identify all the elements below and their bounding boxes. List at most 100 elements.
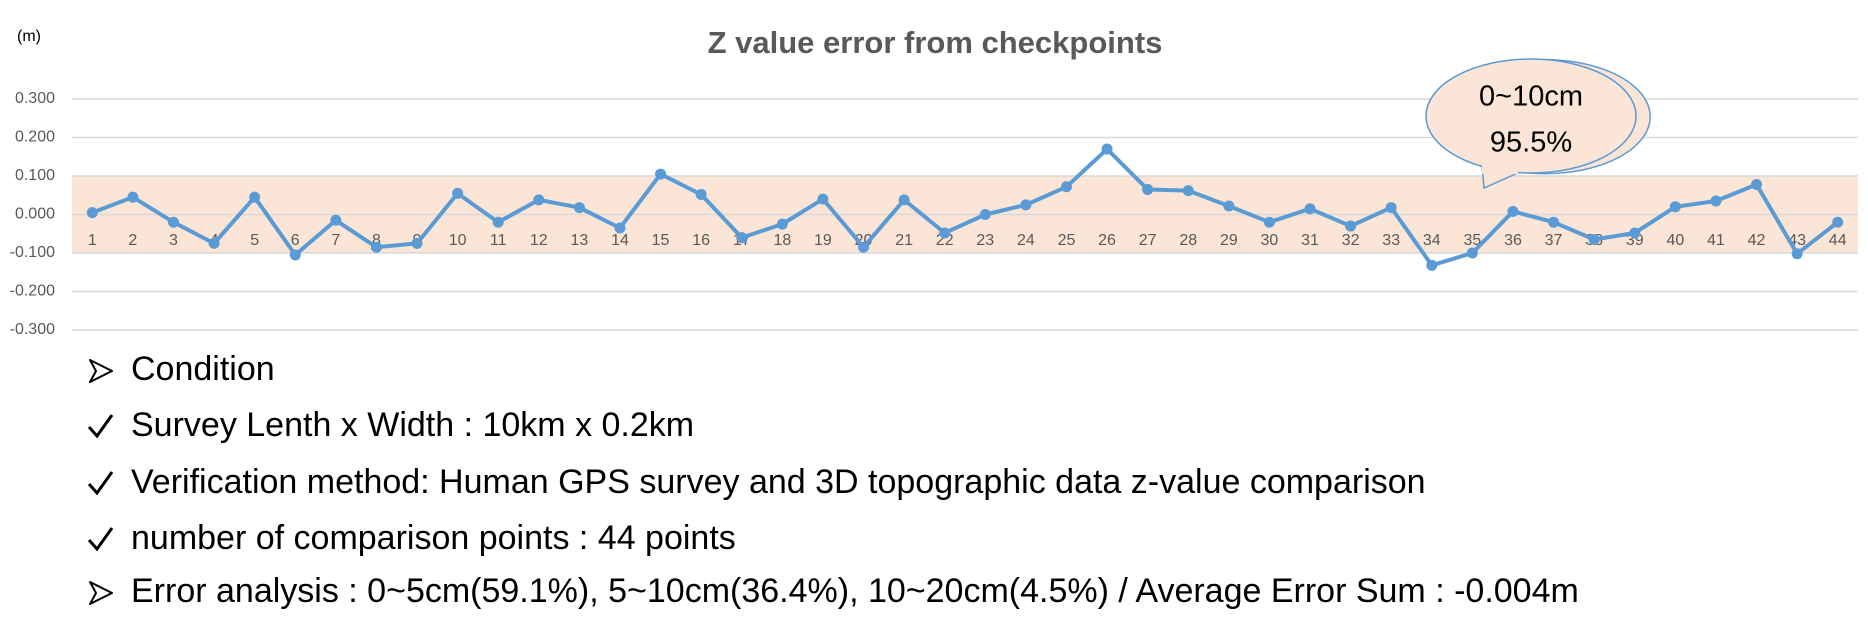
data-point bbox=[1345, 220, 1357, 232]
data-point bbox=[1142, 183, 1154, 195]
x-tick-label: 16 bbox=[692, 232, 710, 249]
y-tick-label: 0.200 bbox=[15, 129, 55, 146]
x-tick-label: 26 bbox=[1098, 232, 1116, 249]
data-point bbox=[86, 207, 98, 219]
data-point bbox=[1020, 199, 1032, 211]
data-point bbox=[1304, 203, 1316, 215]
data-point bbox=[411, 237, 423, 249]
note-text: number of comparison points : 44 points bbox=[131, 519, 736, 557]
data-point bbox=[1669, 201, 1681, 213]
x-tick-label: 21 bbox=[895, 232, 913, 249]
x-tick-label: 34 bbox=[1423, 232, 1441, 249]
data-point bbox=[736, 232, 748, 244]
data-point bbox=[1223, 200, 1235, 212]
x-tick-label: 1 bbox=[88, 232, 97, 249]
data-point bbox=[655, 168, 667, 180]
x-tick-label: 14 bbox=[611, 232, 629, 249]
x-tick-label: 11 bbox=[490, 232, 507, 249]
note-text: Error analysis : 0~5cm(59.1%), 5~10cm(36… bbox=[131, 572, 1579, 610]
data-point bbox=[1588, 234, 1600, 246]
x-tick-label: 5 bbox=[250, 232, 259, 249]
data-point bbox=[695, 188, 707, 200]
data-point bbox=[939, 227, 951, 239]
data-point bbox=[127, 191, 139, 203]
data-point bbox=[614, 222, 626, 234]
bullet-arrow bbox=[89, 581, 113, 605]
x-tick-label: 36 bbox=[1504, 232, 1522, 249]
x-tick-label: 15 bbox=[652, 232, 670, 249]
x-tick-label: 22 bbox=[936, 232, 954, 249]
data-point bbox=[1548, 216, 1560, 228]
x-tick-label: 18 bbox=[773, 232, 791, 249]
data-point bbox=[452, 187, 464, 199]
x-tick-label: 7 bbox=[331, 232, 340, 249]
data-point bbox=[898, 194, 910, 206]
x-tick-label: 6 bbox=[291, 232, 300, 249]
x-tick-label: 37 bbox=[1545, 232, 1563, 249]
note-text: Survey Lenth x Width : 10km x 0.2km bbox=[131, 406, 694, 444]
bullet-check bbox=[87, 414, 114, 439]
data-point bbox=[776, 218, 788, 230]
bullet-check bbox=[87, 527, 114, 552]
y-tick-label: 0.100 bbox=[15, 167, 55, 184]
data-point bbox=[1791, 248, 1803, 260]
data-point bbox=[167, 216, 179, 228]
x-tick-label: 44 bbox=[1829, 232, 1847, 249]
x-tick-label: 32 bbox=[1342, 232, 1360, 249]
x-tick-label: 40 bbox=[1666, 232, 1684, 249]
data-point bbox=[1751, 178, 1763, 190]
x-tick-label: 29 bbox=[1220, 232, 1238, 249]
data-point bbox=[573, 202, 585, 214]
data-point bbox=[1710, 195, 1722, 207]
data-point bbox=[1832, 216, 1844, 228]
x-tick-label: 3 bbox=[169, 232, 178, 249]
chart-title: Z value error from checkpoints bbox=[708, 25, 1163, 60]
data-point bbox=[979, 209, 991, 220]
x-tick-label: 24 bbox=[1017, 232, 1035, 249]
y-tick-label: -0.100 bbox=[10, 244, 55, 261]
y-tick-label: -0.200 bbox=[10, 283, 55, 300]
data-point bbox=[208, 237, 220, 249]
callout-body bbox=[1425, 58, 1637, 174]
callout-text: 0~10cm bbox=[1479, 81, 1583, 113]
data-point bbox=[1426, 259, 1438, 271]
x-tick-label: 8 bbox=[372, 232, 381, 249]
data-point bbox=[858, 241, 870, 253]
data-point bbox=[1629, 227, 1641, 239]
x-tick-label: 35 bbox=[1463, 232, 1481, 249]
data-point bbox=[330, 214, 342, 226]
bullet-arrow bbox=[89, 359, 113, 383]
data-point bbox=[1507, 205, 1519, 217]
x-tick-label: 25 bbox=[1058, 232, 1076, 249]
data-point bbox=[1101, 143, 1113, 155]
x-tick-label: 19 bbox=[814, 232, 832, 249]
data-point bbox=[1263, 216, 1275, 228]
callout-text: 95.5% bbox=[1490, 127, 1572, 159]
x-tick-label: 27 bbox=[1139, 232, 1157, 249]
data-point bbox=[817, 193, 829, 205]
x-tick-label: 12 bbox=[530, 232, 548, 249]
data-point bbox=[289, 249, 301, 261]
note-text: Condition bbox=[131, 350, 275, 388]
data-point bbox=[1060, 181, 1072, 193]
series-line bbox=[91, 147, 1839, 268]
callout-joint bbox=[1482, 160, 1518, 174]
data-point bbox=[1182, 185, 1194, 197]
y-tick-label: 0.000 bbox=[15, 206, 55, 223]
y-unit: (m) bbox=[17, 28, 41, 45]
x-tick-label: 39 bbox=[1626, 232, 1644, 249]
x-tick-label: 42 bbox=[1748, 232, 1766, 249]
x-tick-label: 28 bbox=[1179, 232, 1197, 249]
data-point bbox=[533, 194, 545, 206]
y-tick-label: -0.300 bbox=[10, 321, 55, 338]
x-tick-label: 41 bbox=[1707, 232, 1725, 249]
x-tick-label: 2 bbox=[128, 232, 137, 249]
x-tick-label: 31 bbox=[1301, 232, 1319, 249]
data-point bbox=[249, 191, 261, 203]
data-point bbox=[492, 216, 504, 228]
data-point bbox=[1466, 247, 1478, 259]
data-point bbox=[370, 241, 382, 253]
y-tick-label: 0.300 bbox=[15, 90, 55, 107]
note-text: Verification method: Human GPS survey an… bbox=[131, 463, 1426, 501]
